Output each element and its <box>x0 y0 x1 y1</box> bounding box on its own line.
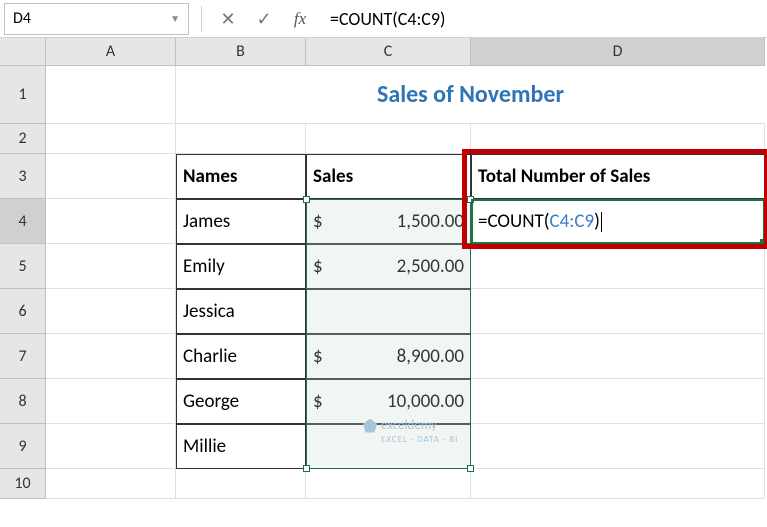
row-header-5[interactable]: 5 <box>0 244 46 289</box>
title-cell[interactable]: Sales of November <box>176 66 765 124</box>
cell-d9[interactable] <box>471 424 765 469</box>
cell-c2[interactable] <box>306 124 471 154</box>
currency-symbol: $ <box>313 255 323 278</box>
name-box[interactable]: D4 ▼ <box>4 3 189 35</box>
cell-a1[interactable] <box>46 66 176 124</box>
divider <box>201 6 202 32</box>
header-names[interactable]: Names <box>176 154 306 199</box>
cell-a10[interactable] <box>46 469 176 499</box>
cell-c7[interactable]: $ 8,900.00 <box>306 334 471 379</box>
cell-d2[interactable] <box>471 124 765 154</box>
row-10: 10 <box>0 469 767 499</box>
formula-ref: C4:C9 <box>549 210 594 233</box>
cell-a2[interactable] <box>46 124 176 154</box>
cell-b9[interactable]: Millie <box>176 424 306 469</box>
name-box-dropdown-icon[interactable]: ▼ <box>170 12 180 25</box>
row-2: 2 <box>0 124 767 154</box>
currency-symbol: $ <box>313 345 323 368</box>
currency-amount: 8,900.00 <box>327 345 464 368</box>
cell-b5[interactable]: Emily <box>176 244 306 289</box>
col-header-c[interactable]: C <box>306 38 471 66</box>
col-header-a[interactable]: A <box>46 38 176 66</box>
cell-c6[interactable] <box>306 289 471 334</box>
currency-amount: 1,500.00 <box>327 210 464 233</box>
cell-a8[interactable] <box>46 379 176 424</box>
row-header-3[interactable]: 3 <box>0 154 46 199</box>
row-6: 6 Jessica <box>0 289 767 334</box>
row-header-4[interactable]: 4 <box>0 199 46 244</box>
cell-b4[interactable]: James <box>176 199 306 244</box>
row-header-10[interactable]: 10 <box>0 469 46 499</box>
cell-a4[interactable] <box>46 199 176 244</box>
cell-a9[interactable] <box>46 424 176 469</box>
cell-b6[interactable]: Jessica <box>176 289 306 334</box>
currency-symbol: $ <box>313 390 323 413</box>
currency-amount: 2,500.00 <box>327 255 464 278</box>
watermark-text: exceldemy <box>381 418 437 433</box>
row-header-6[interactable]: 6 <box>0 289 46 334</box>
watermark-icon <box>363 419 377 433</box>
cell-a3[interactable] <box>46 154 176 199</box>
formula-value: =COUNT(C4:C9) <box>330 8 445 30</box>
fx-button[interactable]: fx <box>282 3 318 35</box>
row-5: 5 Emily $ 2,500.00 <box>0 244 767 289</box>
cell-c10[interactable] <box>306 469 471 499</box>
formula-prefix: =COUNT( <box>478 210 549 233</box>
row-4: 4 James $ 1,500.00 =COUNT(C4:C9) <box>0 199 767 244</box>
row-header-8[interactable]: 8 <box>0 379 46 424</box>
cell-d5[interactable] <box>471 244 765 289</box>
cell-d4-formula[interactable]: =COUNT(C4:C9) <box>471 199 765 244</box>
row-7: 7 Charlie $ 8,900.00 <box>0 334 767 379</box>
cancel-button[interactable]: ✕ <box>210 3 246 35</box>
header-sales[interactable]: Sales <box>306 154 471 199</box>
currency-amount: 10,000.00 <box>327 390 464 413</box>
cell-d10[interactable] <box>471 469 765 499</box>
cell-b2[interactable] <box>176 124 306 154</box>
cell-a5[interactable] <box>46 244 176 289</box>
column-headers: A B C D <box>0 38 767 66</box>
header-total[interactable]: Total Number of Sales <box>471 154 765 199</box>
cell-a7[interactable] <box>46 334 176 379</box>
cell-b7[interactable]: Charlie <box>176 334 306 379</box>
cell-b10[interactable] <box>176 469 306 499</box>
formula-bar: D4 ▼ ✕ ✓ fx =COUNT(C4:C9) <box>0 0 767 38</box>
cell-b8[interactable]: George <box>176 379 306 424</box>
col-header-b[interactable]: B <box>176 38 306 66</box>
formula-input[interactable]: =COUNT(C4:C9) <box>318 3 767 35</box>
cell-c5[interactable]: $ 2,500.00 <box>306 244 471 289</box>
text-cursor <box>601 212 602 232</box>
row-header-2[interactable]: 2 <box>0 124 46 154</box>
row-3: 3 Names Sales Total Number of Sales <box>0 154 767 199</box>
watermark-subtitle: EXCEL · DATA · BI <box>381 434 458 445</box>
cell-d6[interactable] <box>471 289 765 334</box>
row-header-7[interactable]: 7 <box>0 334 46 379</box>
col-header-d[interactable]: D <box>471 38 765 66</box>
select-all-corner[interactable] <box>0 38 46 66</box>
cell-c4[interactable]: $ 1,500.00 <box>306 199 471 244</box>
row-header-9[interactable]: 9 <box>0 424 46 469</box>
cell-d8[interactable] <box>471 379 765 424</box>
watermark: exceldemy <box>363 418 437 433</box>
cell-a6[interactable] <box>46 289 176 334</box>
row-header-1[interactable]: 1 <box>0 66 46 124</box>
currency-symbol: $ <box>313 210 323 233</box>
formula-display: =COUNT(C4:C9) <box>478 210 602 233</box>
row-1: 1 Sales of November <box>0 66 767 124</box>
name-box-value: D4 <box>13 9 31 28</box>
enter-button[interactable]: ✓ <box>246 3 282 35</box>
cell-d7[interactable] <box>471 334 765 379</box>
formula-suffix: ) <box>594 210 600 233</box>
